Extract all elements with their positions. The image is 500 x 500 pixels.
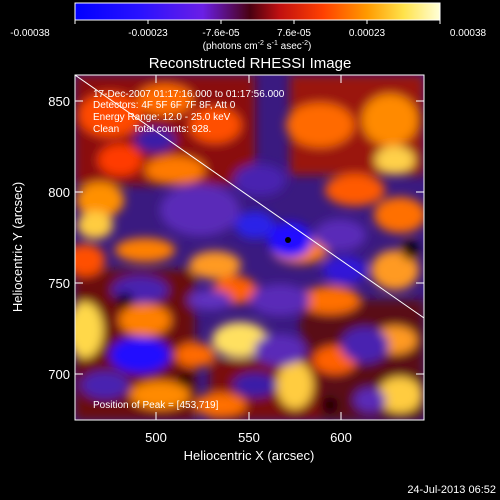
- heatmap-image: [75, 75, 424, 420]
- units-part: asec: [278, 41, 302, 52]
- plot-title: Reconstructed RHESSI Image: [149, 55, 352, 72]
- y-axis-ticks: [75, 100, 424, 375]
- x-tick-label: 600: [330, 430, 352, 445]
- colorbar-tick-label: 0.00038: [450, 28, 487, 39]
- x-tick-label: 500: [145, 430, 167, 445]
- y-tick-label: 750: [48, 276, 70, 291]
- units-exponent: -2: [302, 40, 308, 47]
- x-tick-label: 550: [238, 430, 260, 445]
- peak-marker: [285, 237, 291, 243]
- colorbar-gradient: [74, 2, 441, 21]
- colorbar-tick-label: 0.00023: [349, 28, 386, 39]
- y-tick-label: 700: [48, 367, 70, 382]
- units-exponent: -1: [272, 40, 278, 47]
- colorbar: -0.00038 -0.00023 -7.6e-05 7.6e-05 0.000…: [10, 2, 487, 52]
- colorbar-tick-label: -0.00023: [128, 28, 168, 39]
- y-tick-label: 850: [48, 94, 70, 109]
- energy-range-text: Energy Range: 12.0 - 25.0 keV: [93, 112, 231, 123]
- x-axis-ticks: [155, 75, 342, 420]
- units-part: ): [308, 41, 311, 52]
- x-axis-label: Heliocentric X (arcsec): [184, 448, 315, 463]
- units-part: s: [264, 41, 272, 52]
- peak-position-text: Position of Peak = [453,719]: [93, 400, 219, 411]
- colorbar-tick-label: 7.6e-05: [277, 28, 311, 39]
- units-exponent: -2: [258, 40, 264, 47]
- colorbar-ticks: [74, 20, 441, 24]
- clean-counts-text: Clean Total counts: 928.: [93, 124, 211, 135]
- y-tick-label: 800: [48, 185, 70, 200]
- colorbar-tick-label: -7.6e-05: [202, 28, 240, 39]
- units-part: (photons cm: [203, 41, 258, 52]
- solar-limb-line: [75, 75, 424, 319]
- y-axis-label: Heliocentric Y (arcsec): [10, 182, 25, 312]
- detectors-text: Detectors: 4F 5F 6F 7F 8F, Att 0: [93, 100, 236, 111]
- colorbar-units: (photons cm-2 s-1 asec-2): [203, 40, 312, 52]
- time-range-text: 17-Dec-2007 01:17:16.000 to 01:17:56.000: [93, 89, 285, 100]
- plot-timestamp: 24-Jul-2013 06:52: [407, 484, 496, 496]
- colorbar-tick-label: -0.00038: [10, 28, 50, 39]
